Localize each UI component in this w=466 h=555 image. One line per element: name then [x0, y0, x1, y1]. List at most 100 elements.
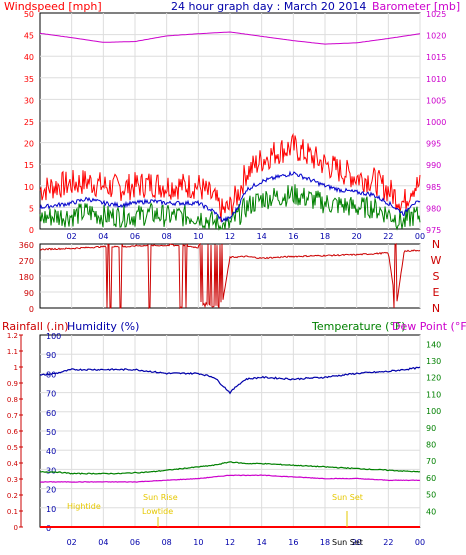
compass-label: E — [433, 286, 440, 299]
x-tick-label: 16 — [288, 232, 298, 241]
barometer-tick-label: 1025 — [426, 10, 446, 19]
direction-tick-label: 0 — [29, 305, 34, 314]
rain-tick-label: 0 — [14, 524, 18, 532]
rain-tick-label: 0.7 — [7, 412, 18, 420]
dewpoint-axis-label: Dew Point (°F) — [392, 320, 466, 333]
direction-series-line — [39, 242, 421, 310]
compass-label: S — [433, 270, 440, 283]
compass-label: W — [431, 254, 442, 267]
windspeed-tick-label: 50 — [24, 10, 34, 19]
sunset-annotation: Sun Set — [332, 493, 363, 502]
windspeed-ticks: 0 5 10 15 20 25 30 35 40 45 50 — [24, 10, 34, 235]
direction-tick-label: 360 — [19, 241, 34, 250]
x-tick-label: 02 — [67, 538, 77, 547]
windspeed-tick-label: 25 — [24, 118, 34, 127]
windspeed-tick-label: 15 — [24, 161, 34, 170]
direction-tick-label: 180 — [19, 273, 34, 282]
windspeed-tick-label: 5 — [29, 204, 34, 213]
rain-tick-label: 1 — [14, 364, 18, 372]
climate-panel-grid — [40, 335, 421, 527]
barometer-axis-label: Barometer [mb] — [372, 0, 460, 13]
climate-series — [39, 366, 421, 528]
rain-tick-label: 0.9 — [7, 380, 18, 388]
temperature-axis-label: Temperature (°F) — [311, 320, 406, 333]
x-tick-label: 08 — [162, 232, 172, 241]
average-series-line — [39, 170, 421, 223]
humidity-tick-label: 70 — [46, 390, 56, 399]
barometer-tick-label: 975 — [426, 226, 441, 235]
humidity-tick-label: 90 — [46, 351, 56, 360]
x-tick-label: 12 — [225, 538, 235, 547]
x-tick-label: 04 — [98, 232, 108, 241]
x-tick-label: 22 — [383, 232, 393, 241]
barometer-tick-label: 1005 — [426, 96, 446, 105]
x-tick-label: 10 — [193, 538, 203, 547]
barometer-tick-label: 1010 — [426, 75, 446, 84]
temperature-tick-label: 130 — [426, 357, 441, 366]
x-tick-label: 10 — [193, 232, 203, 241]
temperature-tick-label: 80 — [426, 441, 436, 450]
humidity-series-line — [39, 366, 421, 395]
humidity-tick-label: 100 — [46, 332, 61, 341]
barometer-tick-label: 1015 — [426, 53, 446, 62]
barometer-tick-label: 1020 — [426, 32, 446, 41]
rainfall-axis-label: Rainfall (.in) — [2, 320, 69, 333]
x-tick-label: 20 — [352, 232, 362, 241]
barometer-tick-label: 990 — [426, 161, 441, 170]
barometer-tick-label: 1000 — [426, 118, 446, 127]
temperature-tick-label: 90 — [426, 424, 436, 433]
humidity-tick-label: 30 — [46, 466, 56, 475]
x-tick-label: 08 — [162, 538, 172, 547]
climate-panel-x-ticks: 02 04 06 08 10 12 14 16 18 20 22 00 — [67, 538, 426, 547]
wind-panel-grid — [40, 13, 421, 229]
barometer-series-line — [39, 31, 421, 45]
windspeed-axis-label: Windspeed [mph] — [4, 0, 102, 13]
direction-series — [39, 242, 421, 310]
hightide-annotation: Hightide — [67, 502, 101, 511]
barometer-tick-label: 995 — [426, 140, 441, 149]
temperature-ticks: 40 50 60 70 80 90 100 110 120 130 140 — [426, 340, 441, 516]
wind-series — [39, 31, 421, 231]
barometer-ticks: 975 980 985 990 995 1000 1005 1010 1015 1020 1025 — [426, 10, 446, 235]
temperature-tick-label: 40 — [426, 507, 436, 516]
direction-tick-label: 270 — [19, 257, 34, 266]
x-tick-label: 18 — [320, 232, 330, 241]
rain-tick-label: 0.8 — [7, 396, 18, 404]
rain-tick-label: 0.4 — [7, 460, 19, 468]
temperature-tick-label: 100 — [426, 407, 441, 416]
humidity-tick-label: 60 — [46, 409, 56, 418]
x-tick-label: 20 — [352, 538, 362, 547]
barometer-tick-label: 985 — [426, 183, 441, 192]
humidity-tick-label: 10 — [46, 505, 56, 514]
gust-series-line — [39, 132, 421, 222]
windspeed-tick-label: 45 — [24, 32, 34, 41]
x-tick-label: 04 — [98, 538, 108, 547]
windspeed-tick-label: 35 — [24, 75, 34, 84]
x-tick-label: 22 — [383, 538, 393, 547]
windspeed-tick-label: 10 — [24, 183, 34, 192]
temperature-tick-label: 60 — [426, 474, 436, 483]
rain-tick-label: 0.5 — [7, 444, 18, 452]
lowtide-annotation: Lowtide — [142, 507, 173, 516]
x-tick-label: 14 — [257, 232, 267, 241]
speed-series-line — [39, 184, 421, 231]
barometer-tick-label: 980 — [426, 204, 441, 213]
humidity-ticks: 0 10 20 30 40 50 60 70 80 90 100 — [46, 332, 61, 533]
temperature-tick-label: 140 — [426, 340, 441, 349]
humidity-axis-label: Humidity (%) — [67, 320, 139, 333]
x-tick-label: 12 — [225, 232, 235, 241]
x-tick-label: 06 — [130, 538, 140, 547]
compass-label: N — [432, 302, 440, 315]
x-tick-label: 00 — [415, 538, 425, 547]
wind-panel-x-ticks: 02 04 06 08 10 12 14 16 18 20 22 00 — [67, 232, 426, 241]
x-tick-label: 00 — [415, 232, 425, 241]
rain-ticks: 0 0.1 0.2 0.3 0.4 0.5 0.6 0.7 0.8 0.9 1 1.1 1.2 — [7, 332, 23, 532]
rain-tick-label: 0.3 — [7, 476, 18, 484]
humidity-tick-label: 80 — [46, 370, 56, 379]
rain-tick-label: 0.2 — [7, 492, 18, 500]
humidity-tick-label: 40 — [46, 447, 56, 456]
windspeed-tick-label: 20 — [24, 140, 34, 149]
humidity-tick-label: 50 — [46, 428, 56, 437]
